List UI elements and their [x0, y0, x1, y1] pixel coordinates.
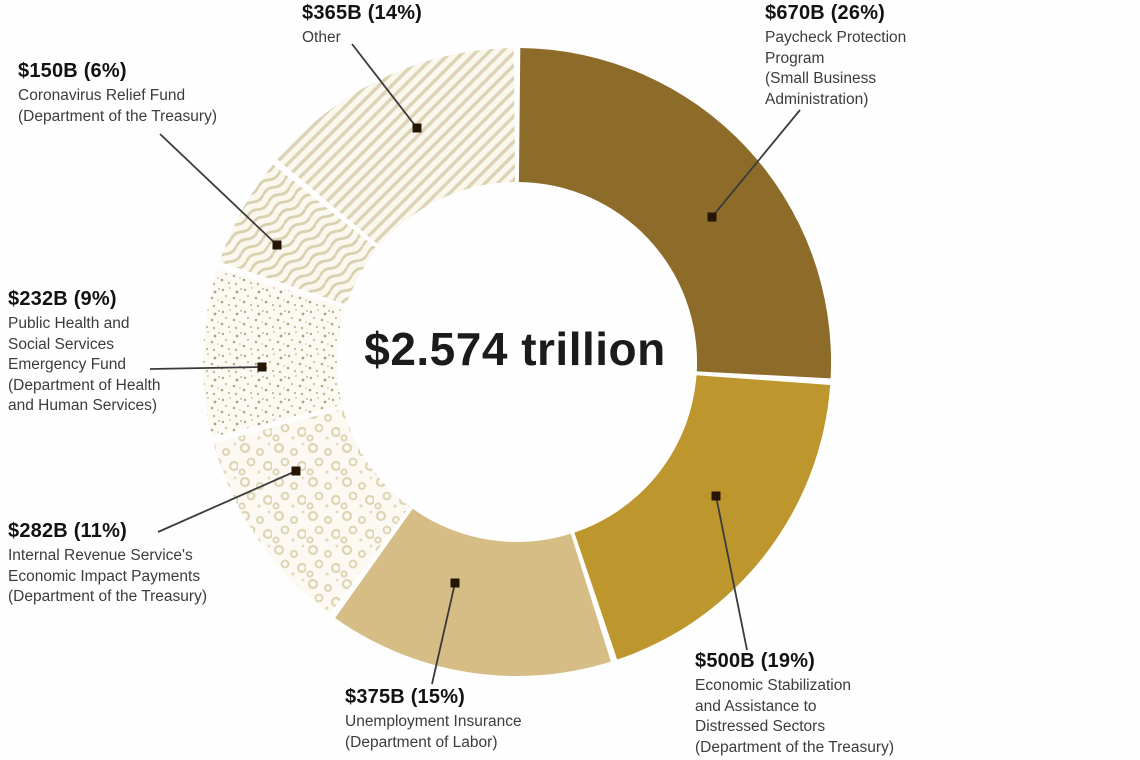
label-ui-desc: Unemployment Insurance (Department of La…: [345, 712, 522, 753]
label-esads-desc: Economic Stabilization and Assistance to…: [695, 676, 894, 758]
label-other: $365B (14%) Other: [302, 2, 422, 49]
label-economic-stabilization: $500B (19%) Economic Stabilization and A…: [695, 650, 894, 758]
leader-dot: [291, 466, 301, 476]
leader-line: [159, 133, 278, 246]
leader-line: [149, 366, 263, 370]
desc-line: Economic Stabilization: [695, 677, 851, 694]
desc-line: Paycheck Protection: [765, 29, 907, 46]
label-crf-desc: Coronavirus Relief Fund (Department of t…: [18, 86, 217, 127]
desc-line: Economic Impact Payments: [8, 567, 201, 585]
donut-segment-232b: [203, 268, 346, 437]
donut-segments: [203, 48, 832, 676]
label-crf-amount: $150B (6%): [18, 60, 127, 82]
desc-line: Other: [302, 29, 341, 46]
desc-line: (Department of Health: [8, 376, 161, 394]
label-ppp-desc: Paycheck Protection Program (Small Busin…: [765, 28, 906, 110]
desc-line: Social Services: [8, 335, 114, 353]
leader-dot: [272, 240, 282, 250]
desc-line: Administration): [765, 90, 869, 108]
desc-line: (Department of Labor): [345, 733, 498, 751]
center-total-label: $2.574 trillion: [364, 323, 666, 375]
desc-line: Coronavirus Relief Fund: [18, 87, 186, 104]
leader-line: [715, 495, 748, 651]
leader-line: [351, 43, 418, 129]
desc-line: Unemployment Insurance: [345, 713, 522, 730]
leader-line: [431, 582, 456, 685]
leader-dot: [707, 212, 717, 222]
donut-segment-375b: [335, 508, 611, 676]
desc-line: and Assistance to: [695, 697, 817, 715]
leader-line: [711, 109, 801, 218]
donut-segment-365b: [277, 48, 516, 246]
label-esads-amount: $500B (19%): [695, 650, 816, 672]
leader-dot: [257, 362, 267, 372]
label-public-health-fund: $232B (9%) Public Health and Social Serv…: [8, 288, 161, 417]
leader-dot: [711, 491, 721, 501]
desc-line: Distressed Sectors: [695, 718, 826, 736]
donut-segment-150b: [219, 164, 378, 305]
label-paycheck-protection-program: $670B (26%) Paycheck Protection Program …: [765, 2, 906, 110]
leader-line: [157, 470, 297, 533]
label-other-desc: Other: [302, 28, 422, 49]
desc-line: (Department of the Treasury): [695, 738, 894, 756]
donut-segment-282b: [213, 408, 410, 615]
label-irs-economic-impact-payments: $282B (11%) Internal Revenue Service's E…: [8, 520, 207, 608]
label-ui-amount: $375B (15%): [345, 686, 466, 708]
desc-line: (Small Business: [765, 70, 877, 88]
leader-lines: [149, 43, 801, 685]
donut-segment-500b: [574, 375, 831, 660]
label-irs-desc: Internal Revenue Service's Economic Impa…: [8, 546, 207, 608]
desc-line: Program: [765, 49, 825, 67]
label-unemployment-insurance: $375B (15%) Unemployment Insurance (Depa…: [345, 686, 522, 753]
label-ppp-amount: $670B (26%): [765, 2, 886, 24]
desc-line: Emergency Fund: [8, 356, 127, 374]
desc-line: (Department of the Treasury): [8, 588, 207, 606]
label-coronavirus-relief-fund: $150B (6%) Coronavirus Relief Fund (Depa…: [18, 60, 217, 127]
label-phssef-desc: Public Health and Social Services Emerge…: [8, 314, 161, 417]
leader-dot: [412, 123, 422, 133]
label-other-amount: $365B (14%): [302, 2, 423, 24]
label-phssef-amount: $232B (9%): [8, 288, 117, 310]
donut-segment-670b: [518, 48, 832, 379]
desc-line: (Department of the Treasury): [18, 107, 217, 125]
desc-line: and Human Services): [8, 397, 158, 415]
desc-line: Internal Revenue Service's: [8, 547, 193, 564]
desc-line: Public Health and: [8, 315, 130, 332]
leader-dot: [450, 578, 460, 588]
label-irs-amount: $282B (11%): [8, 520, 127, 542]
